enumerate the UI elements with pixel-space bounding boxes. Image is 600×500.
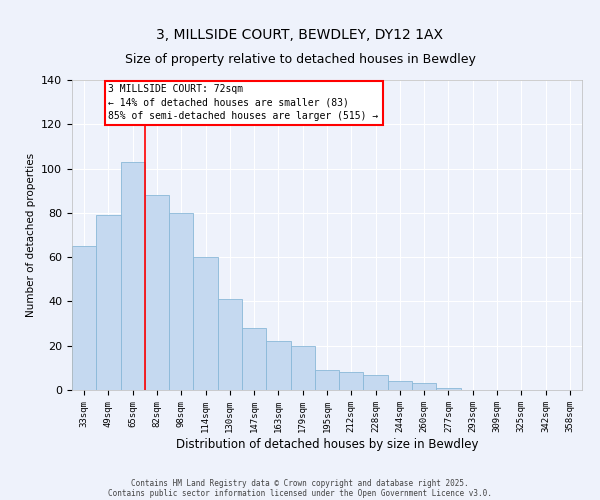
Bar [290, 346, 315, 390]
Bar [436, 388, 461, 390]
Bar [72, 246, 96, 390]
Bar [388, 381, 412, 390]
Bar [242, 328, 266, 390]
Bar [364, 374, 388, 390]
Bar [339, 372, 364, 390]
Text: Size of property relative to detached houses in Bewdley: Size of property relative to detached ho… [125, 54, 475, 66]
Text: 3 MILLSIDE COURT: 72sqm
← 14% of detached houses are smaller (83)
85% of semi-de: 3 MILLSIDE COURT: 72sqm ← 14% of detache… [109, 84, 379, 121]
Text: 3, MILLSIDE COURT, BEWDLEY, DY12 1AX: 3, MILLSIDE COURT, BEWDLEY, DY12 1AX [157, 28, 443, 42]
Bar [121, 162, 145, 390]
Text: Contains HM Land Registry data © Crown copyright and database right 2025.: Contains HM Land Registry data © Crown c… [131, 478, 469, 488]
X-axis label: Distribution of detached houses by size in Bewdley: Distribution of detached houses by size … [176, 438, 478, 450]
Bar [169, 213, 193, 390]
Y-axis label: Number of detached properties: Number of detached properties [26, 153, 35, 317]
Bar [412, 384, 436, 390]
Bar [193, 257, 218, 390]
Text: Contains public sector information licensed under the Open Government Licence v3: Contains public sector information licen… [108, 488, 492, 498]
Bar [315, 370, 339, 390]
Bar [96, 215, 121, 390]
Bar [218, 299, 242, 390]
Bar [266, 342, 290, 390]
Bar [145, 195, 169, 390]
